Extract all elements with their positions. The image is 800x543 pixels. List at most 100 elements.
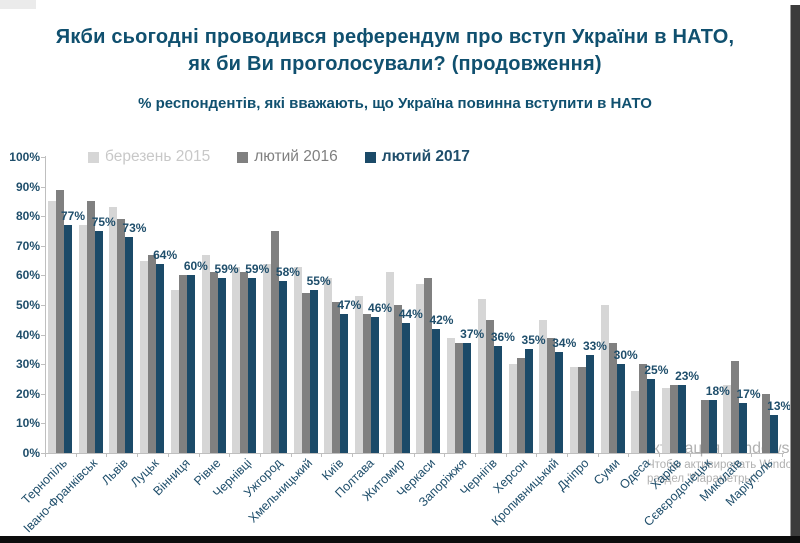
y-axis-tick xyxy=(41,423,45,425)
bar-group-5: 59% Рівне xyxy=(191,157,239,488)
bar-series0 xyxy=(569,367,578,453)
bar-value-label: 30% xyxy=(613,348,638,363)
bar-value-label: 75% xyxy=(91,215,116,229)
x-axis-tick xyxy=(536,453,538,457)
bar-series0 xyxy=(600,305,609,453)
bar-series2 xyxy=(217,278,226,453)
bar-series1 xyxy=(608,343,617,453)
bar-series0 xyxy=(48,201,56,453)
bar-group-11: 44% Житомир xyxy=(360,157,423,504)
bar-series2 xyxy=(647,379,656,453)
bar-series0 xyxy=(723,384,732,453)
x-axis-tick xyxy=(413,453,415,457)
x-axis-category-label: Львів xyxy=(99,456,132,488)
bar-series2 xyxy=(770,414,779,453)
x-axis-tick xyxy=(474,453,476,457)
bar-series1 xyxy=(639,364,648,453)
bar-value-label: 58% xyxy=(275,265,300,280)
y-axis-tick xyxy=(41,393,45,395)
x-axis-tick xyxy=(106,453,108,457)
bar-series1 xyxy=(56,189,64,453)
bar-value-label: 77% xyxy=(61,209,86,224)
bar-series2 xyxy=(555,352,564,453)
x-axis-tick xyxy=(567,453,569,457)
bar-series0 xyxy=(324,278,333,453)
bar-group-4: 60% Вінниця xyxy=(150,157,208,498)
x-axis-tick xyxy=(259,453,261,457)
bar-value-label: 37% xyxy=(460,327,485,342)
bar-series1 xyxy=(209,272,218,453)
bar-series0 xyxy=(140,260,149,453)
bar-group-14: 36% Чернігів xyxy=(457,157,515,498)
bar-group-9: 47% Київ xyxy=(319,157,361,483)
bar-group-17: 33% Дніпро xyxy=(554,157,607,493)
bar-group-16: 34% Кропивницький xyxy=(488,157,576,529)
y-axis-tick-label: 40% xyxy=(15,327,40,342)
x-axis-category-label: Дніпро xyxy=(554,456,592,494)
legend-item-1: лютий 2016 xyxy=(237,148,338,166)
y-axis-tick-label: 10% xyxy=(15,416,40,431)
bar-group-0: 77% Тернопіль xyxy=(19,157,85,507)
bar-series1 xyxy=(547,337,556,453)
legend-item-2: лютий 2017 xyxy=(364,148,470,166)
y-axis-tick xyxy=(41,245,45,247)
y-axis-tick xyxy=(41,186,45,188)
bar-series1 xyxy=(117,219,126,453)
y-axis-line xyxy=(45,156,46,454)
y-axis-tick-label: 50% xyxy=(15,298,40,312)
legend: березень 2015 лютий 2016 лютий 2017 xyxy=(88,148,470,166)
bar-series1 xyxy=(332,302,341,453)
bar-value-label: 55% xyxy=(306,274,331,289)
bar-group-6: 59% Чернівці xyxy=(210,157,269,500)
bar-value-label: 47% xyxy=(337,297,362,312)
bar-series0 xyxy=(508,364,517,453)
bar-series1 xyxy=(455,343,464,453)
bar-value-label: 64% xyxy=(153,247,178,262)
bar-group-7: 58% Ужгород xyxy=(241,157,300,500)
x-axis-tick xyxy=(382,453,384,457)
bar-series0 xyxy=(201,254,210,453)
bar-series0 xyxy=(662,387,671,453)
bar-series1 xyxy=(363,313,372,453)
x-axis-tick xyxy=(720,453,722,457)
x-axis-tick xyxy=(321,453,323,457)
bar-series1 xyxy=(485,319,494,453)
bar-series2 xyxy=(493,346,502,453)
windows-activation-watermark: Активация Windows Чтобы активировать Win… xyxy=(642,440,790,486)
bar-value-label: 42% xyxy=(429,312,454,327)
bar-series2 xyxy=(186,275,195,453)
bar-series0 xyxy=(232,266,241,453)
bar-series2 xyxy=(616,364,625,453)
legend-label: лютий 2017 xyxy=(381,148,470,165)
chart-title-line2: як би Ви проголосували? (продовження) xyxy=(188,53,602,75)
x-axis-tick xyxy=(198,453,200,457)
bar-series1 xyxy=(178,275,187,453)
x-axis-tick xyxy=(45,453,46,457)
chart-subtitle: % респондентів, які вважають, що Україна… xyxy=(138,95,652,112)
x-axis-tick xyxy=(505,453,507,457)
x-axis-tick xyxy=(689,453,691,457)
plot-area: 77% Тернопіль 75% Івано-Франківськ 73% Львів 6… xyxy=(19,157,790,535)
bar-value-label: 17% xyxy=(736,386,761,401)
x-axis-tick xyxy=(290,453,292,457)
bar-series1 xyxy=(731,361,740,453)
y-axis-tick-label: 60% xyxy=(15,268,40,283)
watermark-line2: Чтобы активировать Windows, перейдите в xyxy=(647,459,790,471)
legend-label: лютий 2016 xyxy=(254,148,338,165)
bar-value-label: 59% xyxy=(245,262,270,277)
x-axis-tick xyxy=(75,453,77,457)
legend-item-0: березень 2015 xyxy=(88,148,210,166)
bar-series0 xyxy=(477,299,486,453)
y-axis-tick xyxy=(41,216,45,218)
chart-title: Якби сьогодні проводився референдум про … xyxy=(10,24,780,78)
bar-series0 xyxy=(262,263,271,453)
bar-series2 xyxy=(708,399,717,453)
bar-series0 xyxy=(631,390,640,453)
bar-series1 xyxy=(670,384,679,453)
window-edge-strip xyxy=(790,5,800,543)
x-axis-tick xyxy=(137,453,139,457)
bar-series1 xyxy=(577,367,586,453)
window-corner-artifact xyxy=(0,0,36,9)
bar-value-label: 35% xyxy=(521,333,546,348)
legend-swatch-icon xyxy=(88,151,99,163)
